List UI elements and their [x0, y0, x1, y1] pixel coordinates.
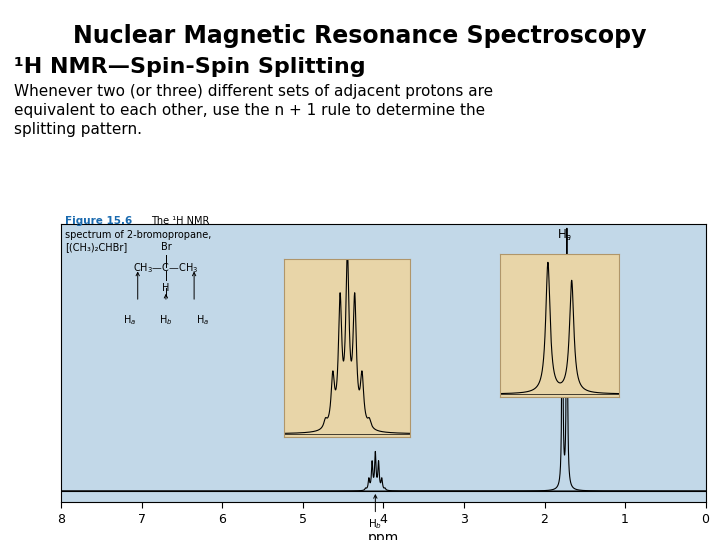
Text: Whenever two (or three) different sets of adjacent protons are
equivalent to eac: Whenever two (or three) different sets o… — [14, 84, 493, 137]
Text: H$_a$: H$_a$ — [196, 313, 209, 327]
Text: Br: Br — [161, 242, 171, 252]
Text: CH$_3$—C—CH$_3$: CH$_3$—C—CH$_3$ — [133, 262, 199, 275]
Text: spectrum of 2-bromopropane,: spectrum of 2-bromopropane, — [65, 230, 211, 240]
Text: [(CH₃)₂CHBr]: [(CH₃)₂CHBr] — [65, 242, 127, 252]
Text: H$_a$: H$_a$ — [123, 313, 136, 327]
X-axis label: ppm: ppm — [368, 531, 399, 540]
Text: The ¹H NMR: The ¹H NMR — [151, 216, 210, 226]
Text: H: H — [162, 283, 170, 293]
Text: ¹H NMR—Spin-Spin Splitting: ¹H NMR—Spin-Spin Splitting — [14, 57, 366, 77]
Text: H$_a$: H$_a$ — [557, 228, 572, 244]
Text: H$_b$: H$_b$ — [159, 313, 173, 327]
Text: H$_b$: H$_b$ — [368, 495, 382, 531]
Text: Nuclear Magnetic Resonance Spectroscopy: Nuclear Magnetic Resonance Spectroscopy — [73, 24, 647, 48]
Text: Figure 15.6: Figure 15.6 — [65, 216, 132, 226]
